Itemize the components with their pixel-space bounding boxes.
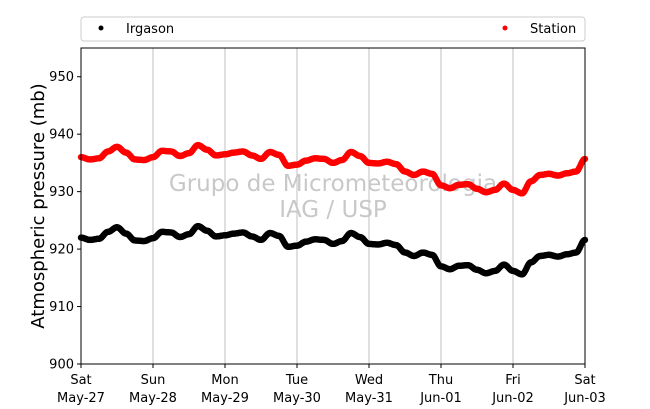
x-axis: Sat May-27 Sun May-28 Mon May-29 Tue May-30 Wed M… (57, 364, 606, 406)
x-tick-label-date: May-31 (345, 391, 393, 406)
legend-marker-station (502, 25, 508, 31)
legend-label-irgason: Irgason (126, 22, 174, 37)
legend-marker-irgason (98, 25, 104, 31)
x-tick-label-date: May-27 (57, 391, 105, 406)
series-irgason (77, 222, 589, 278)
y-tick-label: 930 (49, 185, 74, 200)
y-tick-label: 950 (49, 70, 74, 85)
x-tick-label-day: Wed (355, 373, 383, 388)
series-layer (77, 141, 589, 278)
y-tick-label: 910 (49, 300, 74, 315)
watermark-line-1: Grupo de Micrometeorologia (169, 171, 497, 197)
x-tick-label-day: Sun (141, 373, 166, 388)
y-tick-label: 920 (49, 243, 74, 258)
legend: Irgason Station (80, 16, 586, 42)
x-tick-label-date: Jun-01 (419, 391, 462, 406)
x-tick-label-date: May-29 (201, 391, 249, 406)
watermark-line-2: IAG / USP (279, 197, 387, 223)
x-tick-label-date: Jun-02 (491, 391, 534, 406)
x-tick-label-date: Jun-03 (563, 391, 606, 406)
x-tick-label-date: May-30 (273, 391, 321, 406)
y-tick-label: 900 (49, 358, 74, 373)
plot-frame (80, 47, 586, 365)
y-tick-label: 940 (49, 128, 74, 143)
x-tick-label-day: Tue (285, 373, 308, 388)
x-tick-label-date: May-28 (129, 391, 177, 406)
x-tick-label-day: Fri (505, 373, 521, 388)
x-tick-label-day: Mon (211, 373, 238, 388)
x-tick-label-day: Sat (70, 373, 91, 388)
series-station (77, 141, 589, 197)
legend-box (80, 16, 586, 42)
legend-label-station: Station (530, 22, 576, 37)
x-tick-label-day: Sat (574, 373, 595, 388)
x-tick-label-day: Thu (428, 373, 453, 388)
y-axis-title: Atmospheric pressure (mb) (28, 83, 49, 328)
y-axis: 900 910 920 930 940 950 (49, 70, 81, 373)
